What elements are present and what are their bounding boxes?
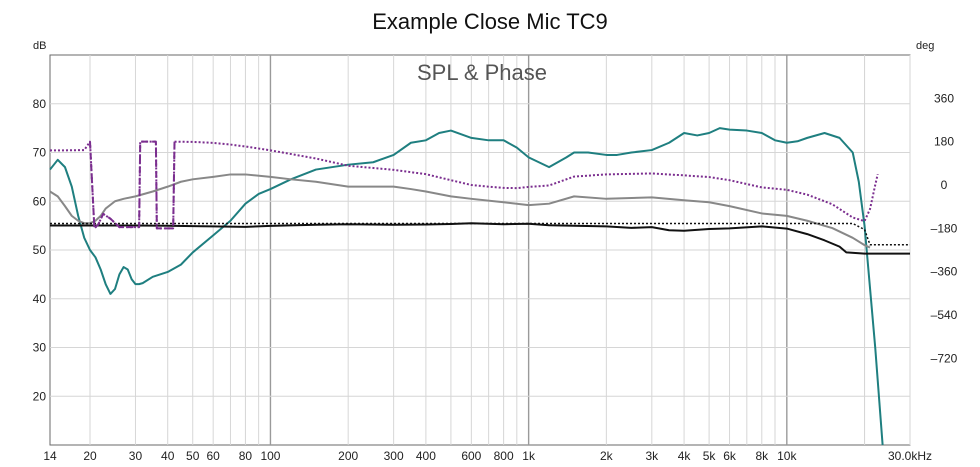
y-right-tick-label: –360 (931, 265, 958, 279)
x-tick-label: 300 (384, 449, 404, 463)
series-layer (49, 127, 910, 446)
grid (50, 55, 911, 445)
x-tick-label: 400 (416, 449, 436, 463)
series-line-6 (88, 140, 176, 230)
x-tick-label: 600 (461, 449, 481, 463)
x-tick-label: 3k (645, 449, 659, 463)
series-line-1 (49, 127, 884, 446)
y-right-tick-label: 0 (941, 178, 948, 192)
x-tick-label: 10k (777, 449, 797, 463)
x-tick-label: 50 (186, 449, 200, 463)
x-tick-label: 4k (678, 449, 692, 463)
x-tick-label: 100 (260, 449, 280, 463)
y-right-tick-label: 360 (934, 91, 954, 105)
x-tick-label: 20 (83, 449, 97, 463)
series-line-5 (50, 140, 879, 230)
x-tick-label: 30.0kHz (888, 449, 932, 463)
y-right-tick-label: –720 (931, 351, 958, 365)
y-right-tick-label: –540 (931, 308, 958, 322)
y-left-tick-label: 60 (33, 194, 47, 208)
x-tick-label: 800 (494, 449, 514, 463)
series-line-3 (50, 222, 910, 255)
x-tick-label: 8k (755, 449, 769, 463)
x-tick-label: 6k (723, 449, 737, 463)
y-left-tick-label: 50 (33, 243, 47, 257)
y-left-tick-label: 70 (33, 146, 47, 160)
x-tick-label: 14 (43, 449, 57, 463)
y-right-unit: deg (916, 40, 934, 52)
tick-labels: 14 20 30 40 50 60 80 100 200 300 400 600 800 1k 2k 3k 4k… (33, 91, 958, 463)
x-tick-label: 30 (129, 449, 143, 463)
x-tick-label: 60 (206, 449, 220, 463)
x-tick-label: 5k (703, 449, 717, 463)
y-left-tick-label: 20 (33, 389, 47, 403)
y-left-tick-label: 30 (33, 341, 47, 355)
series-line-4 (50, 222, 910, 246)
y-left-unit: dB (33, 40, 46, 52)
x-tick-label: 1k (522, 449, 536, 463)
y-left-tick-label: 40 (33, 292, 47, 306)
x-tick-label: 2k (600, 449, 614, 463)
x-tick-label: 80 (239, 449, 253, 463)
x-tick-label: 40 (161, 449, 175, 463)
chart-title: Example Close Mic TC9 (372, 9, 608, 34)
y-left-tick-label: 80 (33, 97, 47, 111)
chart-subtitle: SPL & Phase (417, 60, 547, 85)
x-tick-label: 200 (338, 449, 358, 463)
y-right-tick-label: 180 (934, 135, 954, 149)
series-line-2 (49, 173, 871, 249)
y-right-tick-label: –180 (931, 221, 958, 235)
